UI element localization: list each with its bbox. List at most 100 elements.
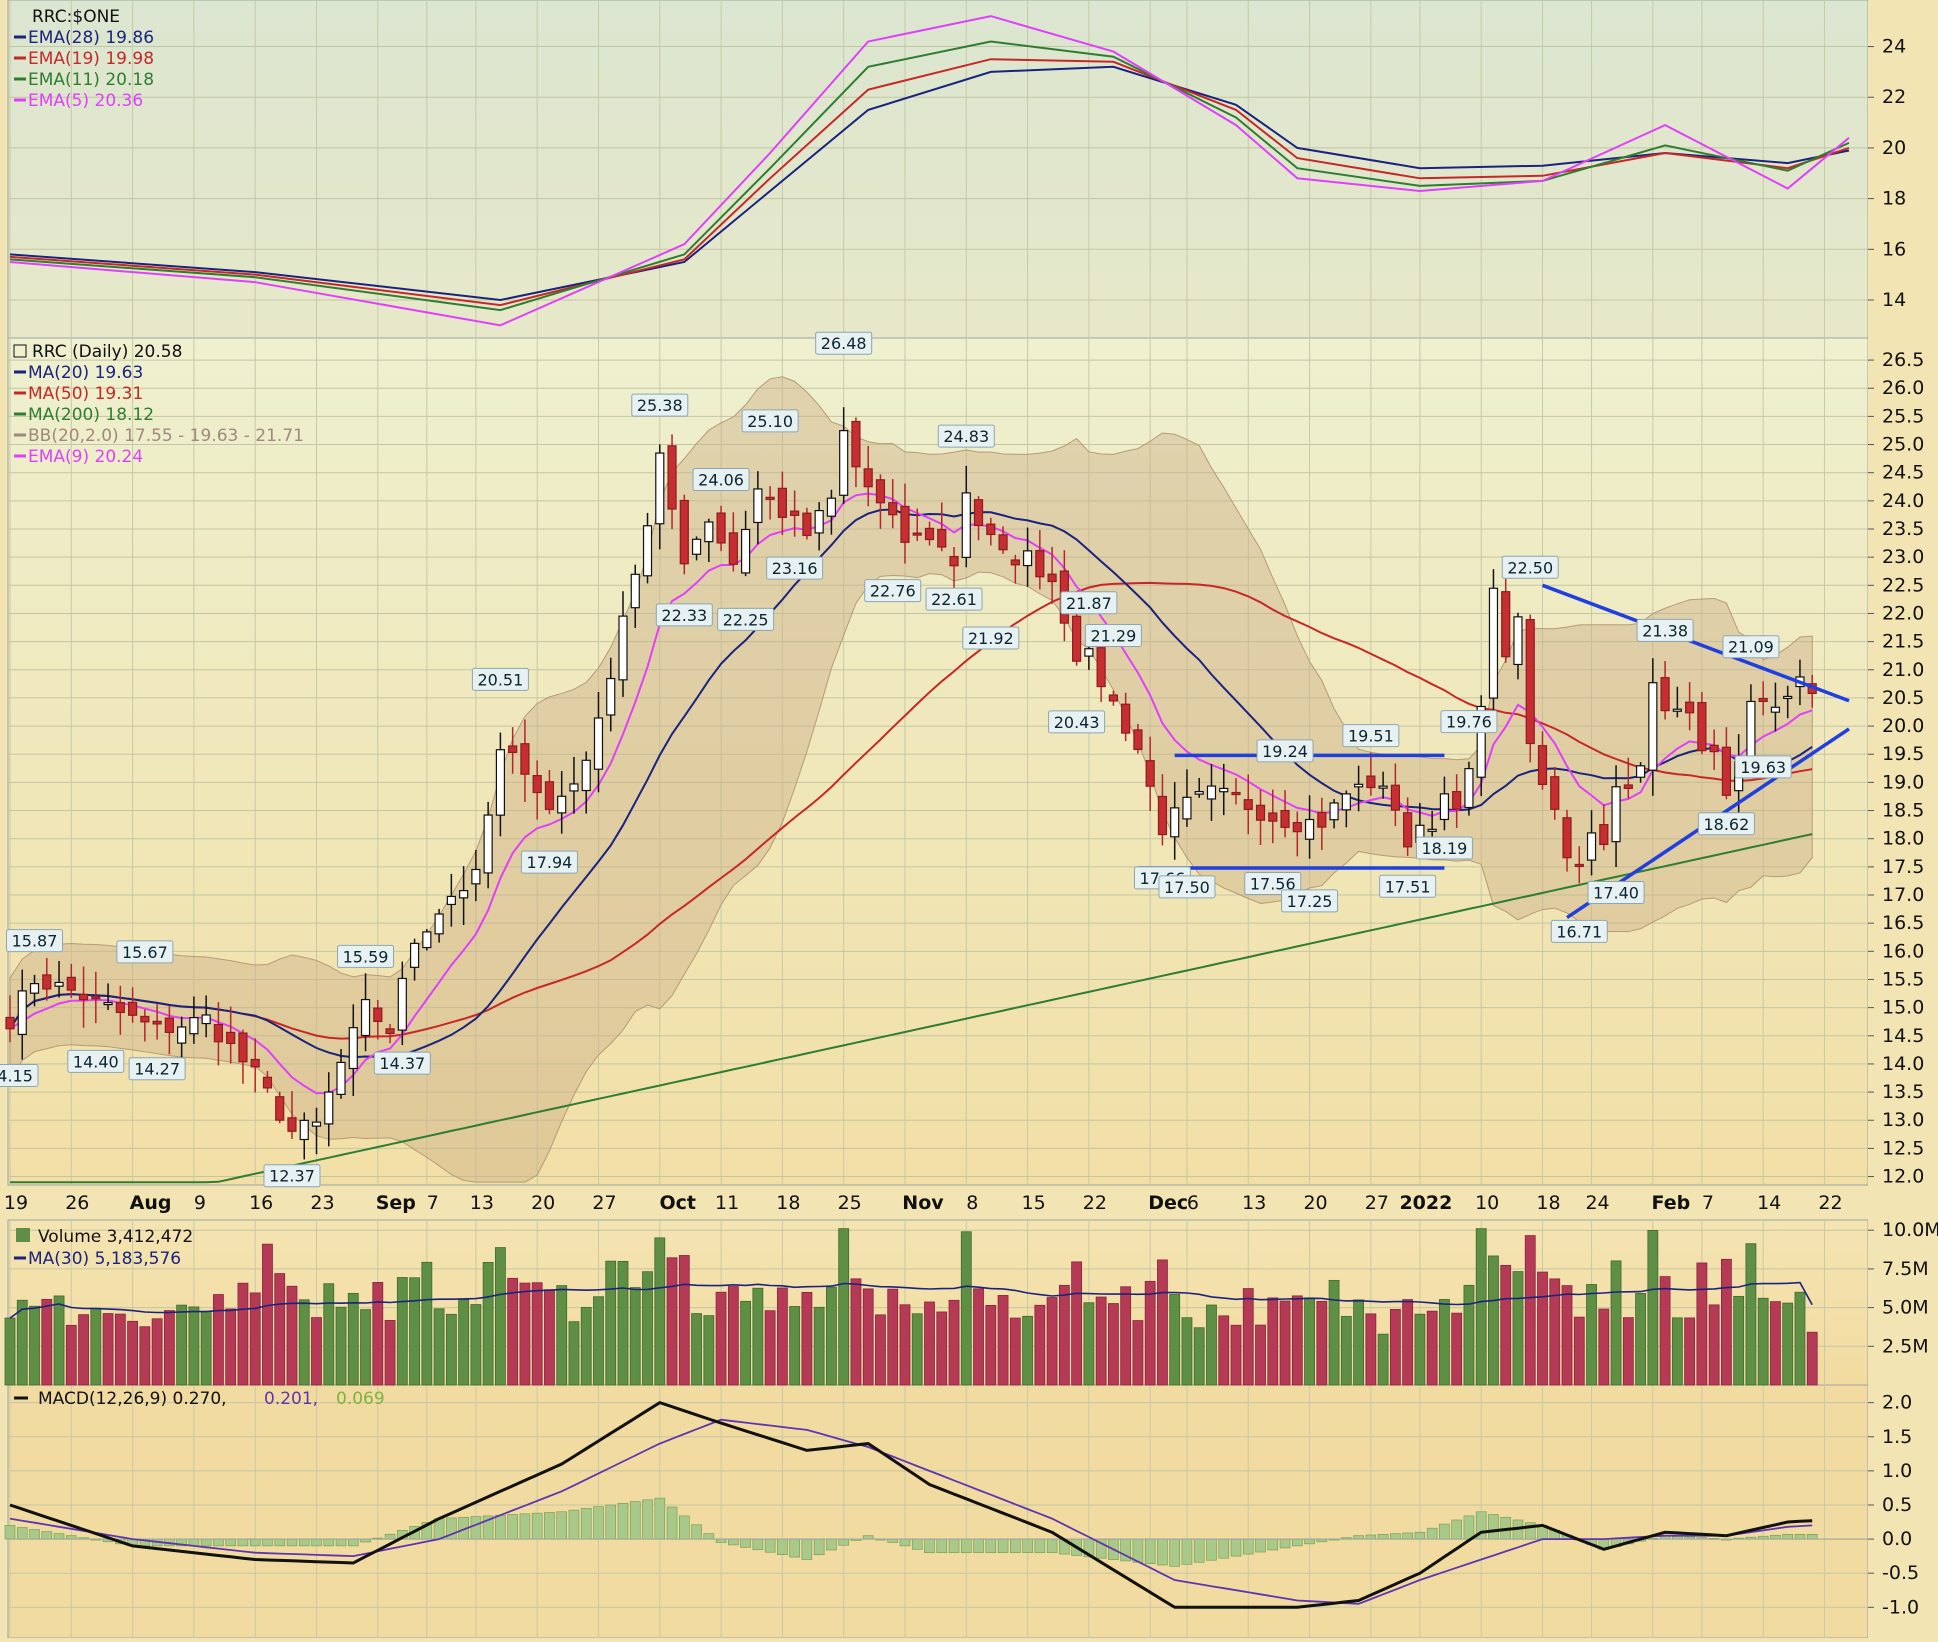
volume-bar [65,1324,77,1386]
bollinger-band-area [9,376,1813,1183]
candle [299,1112,309,1160]
data-label-text: 18.19 [1422,839,1468,858]
volume-bar [1291,1295,1303,1386]
data-label-text: 24.06 [698,470,744,489]
candle [1022,527,1033,587]
candle [973,496,984,541]
candle-body [618,615,628,681]
candle [802,507,812,540]
price-tick-label: 15.0 [1882,997,1924,1019]
macd-histogram-bar [1390,1533,1401,1540]
macd-histogram-bar [936,1538,948,1554]
date-label: 25 [838,1192,862,1214]
ratio-legend-label: EMA(28) 19.86 [28,28,154,48]
volume-bar [899,1304,911,1386]
date-label: 26 [65,1192,89,1214]
data-label-text: 14.37 [379,1054,425,1073]
candle [618,591,628,697]
candle-body [1292,821,1302,833]
data-label-box [6,929,64,953]
candle [1353,765,1364,812]
volume-bar [875,1314,886,1386]
candle-body [900,505,910,543]
candle-body [324,1091,334,1125]
data-label-box [0,1063,39,1087]
volume-bar [494,1247,506,1386]
volume-bar [568,1321,580,1386]
date-label: 11 [715,1192,739,1214]
macd-legend-label: 0.069 [336,1389,385,1409]
volume-bar [1745,1243,1757,1386]
ratio-tick-label: 22 [1882,86,1906,108]
ratio-tick-label: 18 [1882,188,1906,210]
price-tick-label: 22.5 [1882,574,1924,596]
data-label-box [962,626,1020,650]
macd-histogram-bar [1488,1514,1499,1540]
candle [520,719,530,803]
macd-histogram-bar [1230,1538,1242,1557]
data-label-box [925,587,983,611]
volume-bar [1439,1299,1450,1386]
data-label-text: 16.71 [1556,922,1602,941]
macd-histogram-bar [654,1497,666,1540]
candle-body [704,521,714,543]
price-tick-label: 25.5 [1882,405,1924,427]
macd-histogram-bar [286,1538,298,1547]
candle-body [642,525,653,577]
data-label-text: 17.25 [1287,892,1333,911]
volume-bar [1169,1294,1181,1386]
candle [5,995,15,1043]
candle [1770,682,1781,732]
volume-bar [556,1285,568,1386]
candle-body [1378,785,1388,789]
volume-bar [1071,1261,1083,1386]
volume-bar [1549,1278,1561,1386]
candle-body [937,528,947,548]
candle [1758,681,1768,716]
data-label-box [692,467,750,491]
volume-bar [1500,1264,1512,1386]
volume-bar [1377,1333,1389,1386]
macd-histogram-bar [1193,1538,1205,1563]
macd-histogram-bar [1169,1538,1180,1567]
macd-histogram-bar [985,1538,997,1554]
candle [1366,752,1376,796]
data-label-box [128,1057,186,1081]
volume-bar [605,1260,617,1386]
volume-tick-label: 5.0M [1882,1297,1929,1319]
macd-histogram-bar [1206,1538,1217,1561]
ratio-tick-label: 16 [1882,238,1906,260]
macd-histogram-bar [1426,1527,1438,1540]
data-label-box [1084,623,1142,647]
data-label-text: 14.15 [0,1066,33,1085]
candle [385,1024,395,1044]
candle [1611,765,1621,868]
data-label-text: 18.62 [1703,815,1749,834]
candle-body [1219,787,1229,793]
date-label: 13 [470,1192,494,1214]
volume-bar [642,1271,653,1386]
ratio-ema11-line [9,40,1850,312]
volume-bar [1488,1255,1499,1386]
price-tick-label: 14.5 [1882,1025,1924,1047]
data-label-text: 15.59 [343,947,389,966]
data-label-text: 22.33 [661,606,707,625]
candle [1255,789,1266,845]
candle-body [1170,807,1180,838]
candle [1464,761,1474,816]
ratio-title: RRC:$ONE [32,7,120,27]
candle [1341,790,1351,828]
candle-body [1403,812,1413,848]
candle [287,1091,297,1139]
candle [1721,727,1732,800]
volume-bar [445,1313,457,1386]
volume-bar [1206,1304,1217,1386]
data-label-text: 17.94 [527,853,573,872]
candle-body [1501,591,1511,658]
macd-histogram-bar [1782,1534,1793,1540]
volume-bar [1635,1293,1646,1386]
data-label-box [471,667,529,691]
macd-histogram-bar [666,1506,678,1540]
candle [1635,762,1646,783]
